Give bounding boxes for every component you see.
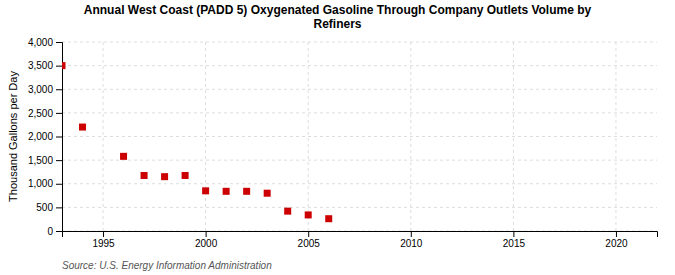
x-axis-tick-label: 2000 — [195, 238, 218, 249]
y-axis-tick-mark — [56, 42, 62, 43]
x-axis-tick-label: 2020 — [605, 238, 628, 249]
x-axis-tick: 2000 — [195, 231, 218, 249]
grid-line-x — [513, 42, 514, 231]
title: Annual West Coast (PADD 5) Oxygenated Ga… — [84, 3, 592, 31]
x-axis-tick-mark — [513, 231, 514, 237]
point — [161, 173, 168, 180]
y-axis-tick: 1,500 — [28, 155, 62, 166]
y-axis-tick-mark — [56, 184, 62, 185]
x-axis-tick-label: 2015 — [503, 238, 526, 249]
point — [325, 215, 332, 222]
points — [62, 62, 332, 222]
grid-line-x — [103, 42, 104, 231]
point — [264, 190, 271, 197]
y-axis-tick-label: 3,500 — [28, 60, 53, 71]
y-axis-tick-label: 2,500 — [28, 108, 53, 119]
y-axis-tick-mark — [56, 137, 62, 138]
x-axis-tick-mark — [206, 231, 207, 237]
grid-line-y — [62, 160, 657, 161]
y-axis-tick: 0 — [47, 226, 62, 237]
x-axis-tick-label: 1995 — [92, 238, 115, 249]
y-axis-tick: 500 — [36, 202, 62, 213]
y-axis-tick-mark — [56, 66, 62, 67]
y-axis-tick-mark — [56, 160, 62, 161]
y-axis-tick-mark — [56, 113, 62, 114]
x-axis-tick: 2005 — [298, 231, 321, 249]
y-axis-tick: 1,000 — [28, 178, 62, 189]
source-note: Source: U.S. Energy Information Administ… — [62, 260, 272, 271]
x-axis-line — [63, 232, 658, 238]
y-axis-tick-label: 1,500 — [28, 155, 53, 166]
y-axis-line — [56, 43, 63, 232]
y-axis-tick-label: 4,000 — [28, 37, 53, 48]
title-line: Refiners — [313, 17, 361, 31]
point — [305, 211, 312, 218]
y-axis-tick: 2,500 — [28, 108, 62, 119]
grid-line-x — [410, 42, 411, 231]
grid-line-y — [62, 112, 657, 113]
grid — [62, 42, 657, 231]
chart-svg: 1995 2000 2005 2010 2015 2020 0 500 1,000 1,500 2,… — [0, 0, 675, 275]
point — [79, 124, 86, 131]
grid-line-x — [615, 42, 616, 231]
y-axis-tick-label: 2,000 — [28, 131, 53, 142]
grid-line-y — [62, 65, 657, 66]
grid-line-y — [62, 136, 657, 137]
x-axis-tick: 1995 — [92, 231, 115, 249]
point — [62, 62, 66, 69]
grid-line-x — [308, 42, 309, 231]
x-axis-tick-mark — [616, 231, 617, 237]
y-axis-tick-label: 500 — [36, 202, 53, 213]
x-axis-tick: 2010 — [400, 231, 423, 249]
x-axis-tick-label: 2005 — [298, 238, 321, 249]
y-axis-tick-mark — [56, 207, 62, 208]
y-axis: 0 500 1,000 1,500 2,000 2,500 3,000 3,500 4,000 — [28, 37, 63, 237]
chart-container: 1995 2000 2005 2010 2015 2020 0 500 1,000 1,500 2,… — [0, 0, 675, 275]
y-axis-title: Thousand Gallons per Day — [7, 71, 19, 202]
x-axis: 1995 2000 2005 2010 2015 2020 — [63, 231, 658, 249]
point — [243, 188, 250, 195]
x-axis-tick-mark — [411, 231, 412, 237]
x-axis-tick-mark — [103, 231, 104, 237]
x-axis-tick-label: 2010 — [400, 238, 423, 249]
grid-line-y — [62, 89, 657, 90]
y-axis-tick-mark — [56, 89, 62, 90]
x-axis-tick: 2015 — [503, 231, 526, 249]
point — [182, 172, 189, 179]
x-axis-tick: 2020 — [605, 231, 628, 249]
point — [202, 187, 209, 194]
y-axis-tick: 3,500 — [28, 60, 62, 71]
y-axis-tick-label: 3,000 — [28, 84, 53, 95]
y-axis-tick: 3,000 — [28, 84, 62, 95]
grid-line-y — [62, 42, 657, 43]
point — [120, 153, 127, 160]
y-axis-tick-label: 1,000 — [28, 178, 53, 189]
y-axis-tick-label: 0 — [47, 226, 53, 237]
grid-line-y — [62, 207, 657, 208]
y-axis-tick: 4,000 — [28, 37, 62, 48]
point — [223, 188, 230, 195]
y-axis-tick-mark — [56, 231, 62, 232]
plot-area: 1995 2000 2005 2010 2015 2020 0 500 1,000 1,500 2,… — [28, 37, 658, 249]
y-axis-tick: 2,000 — [28, 131, 62, 142]
title-line: Annual West Coast (PADD 5) Oxygenated Ga… — [84, 3, 592, 17]
grid-line-y — [62, 183, 657, 184]
point — [141, 172, 148, 179]
x-axis-tick-mark — [308, 231, 309, 237]
grid-line-x — [205, 42, 206, 231]
point — [284, 208, 291, 215]
